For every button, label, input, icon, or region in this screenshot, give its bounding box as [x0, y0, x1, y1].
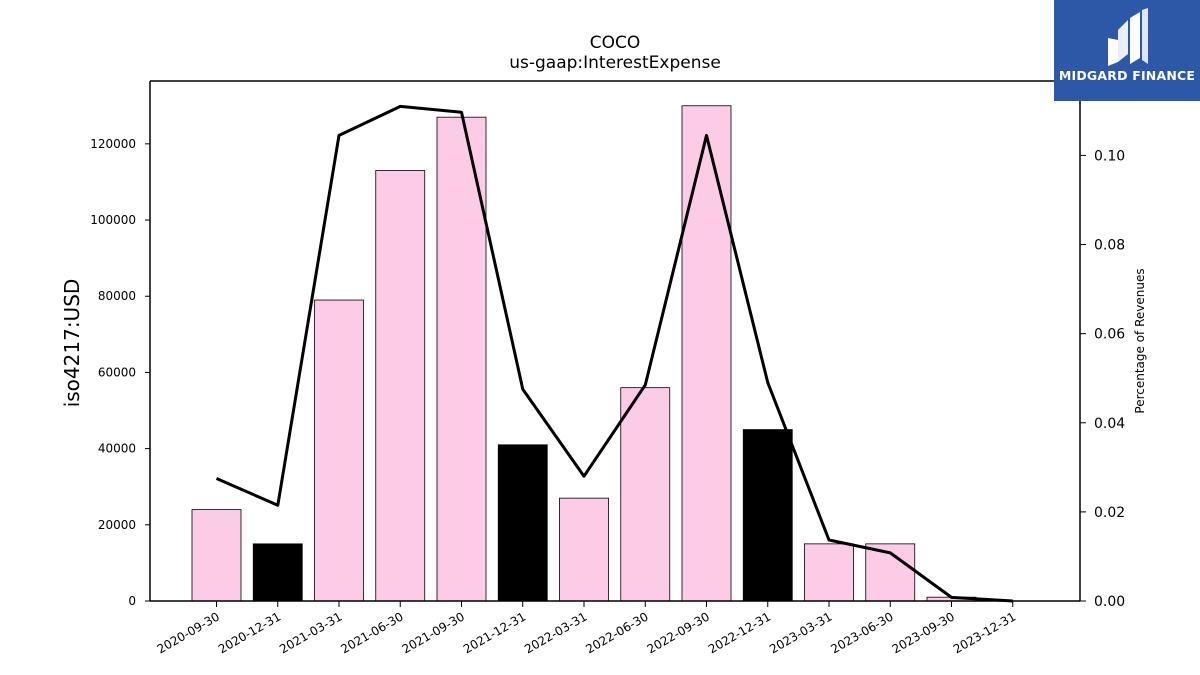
- bar: [620, 387, 671, 602]
- y-tick-label: 40000: [98, 442, 136, 456]
- x-tick-label: 2021-06-30: [338, 609, 405, 656]
- y-tick-label: 80000: [98, 289, 136, 303]
- x-tick-label: 2020-09-30: [155, 609, 222, 656]
- company-logo: MIDGARD FINANCE: [1054, 0, 1200, 101]
- bar: [191, 509, 242, 602]
- x-tick-label: 2022-03-31: [522, 609, 589, 656]
- y2-tick-label: 0.04: [1094, 416, 1125, 432]
- bar: [559, 497, 609, 602]
- y2-tick-label: 0.08: [1094, 238, 1125, 254]
- x-tick-label: 2023-03-31: [767, 609, 834, 656]
- logo-mark-icon: [1108, 8, 1148, 66]
- x-tick-label: 2023-06-30: [828, 609, 895, 656]
- y2-tick-label: 0.00: [1094, 594, 1125, 610]
- y2-tick-label: 0.10: [1094, 148, 1125, 164]
- y2-axis-label: Percentage of Revenues: [1133, 268, 1147, 413]
- bar: [375, 170, 426, 602]
- bar: [252, 543, 303, 602]
- chart-subtitle: us-gaap:InterestExpense: [509, 53, 721, 73]
- y-tick-label: 60000: [98, 365, 136, 379]
- bar: [497, 444, 548, 602]
- x-tick-label: 2021-09-30: [400, 609, 467, 656]
- x-tick-label: 2021-12-31: [461, 609, 528, 656]
- logo-text: MIDGARD FINANCE: [1058, 68, 1196, 83]
- x-tick-label: 2022-06-30: [583, 609, 650, 656]
- x-tick-label: 2021-03-31: [277, 609, 344, 656]
- x-tick-label: 2022-12-31: [706, 609, 773, 656]
- y-tick-label: 20000: [98, 518, 136, 532]
- bar: [681, 105, 732, 602]
- percentage-line: [215, 104, 1013, 603]
- bar: [742, 429, 793, 602]
- y2-tick-label: 0.06: [1094, 327, 1125, 343]
- bar: [804, 543, 854, 602]
- y-tick-label: 100000: [90, 213, 136, 227]
- y2-tick-label: 0.02: [1094, 505, 1125, 521]
- y-axis-label: iso4217:USD: [60, 279, 84, 408]
- x-tick-label: 2020-12-31: [216, 609, 283, 656]
- y-tick-label: 0: [128, 594, 136, 608]
- x-tick-label: 2023-12-31: [951, 609, 1018, 656]
- y-tick-label: 120000: [90, 137, 136, 151]
- x-tick-label: 2023-09-30: [890, 609, 957, 656]
- x-tick-label: 2022-09-30: [645, 609, 712, 656]
- bar-series: [191, 105, 977, 602]
- bar: [436, 116, 487, 602]
- bar: [314, 299, 364, 602]
- line-series-layer: [215, 104, 1013, 603]
- chart-title: COCO: [590, 33, 641, 53]
